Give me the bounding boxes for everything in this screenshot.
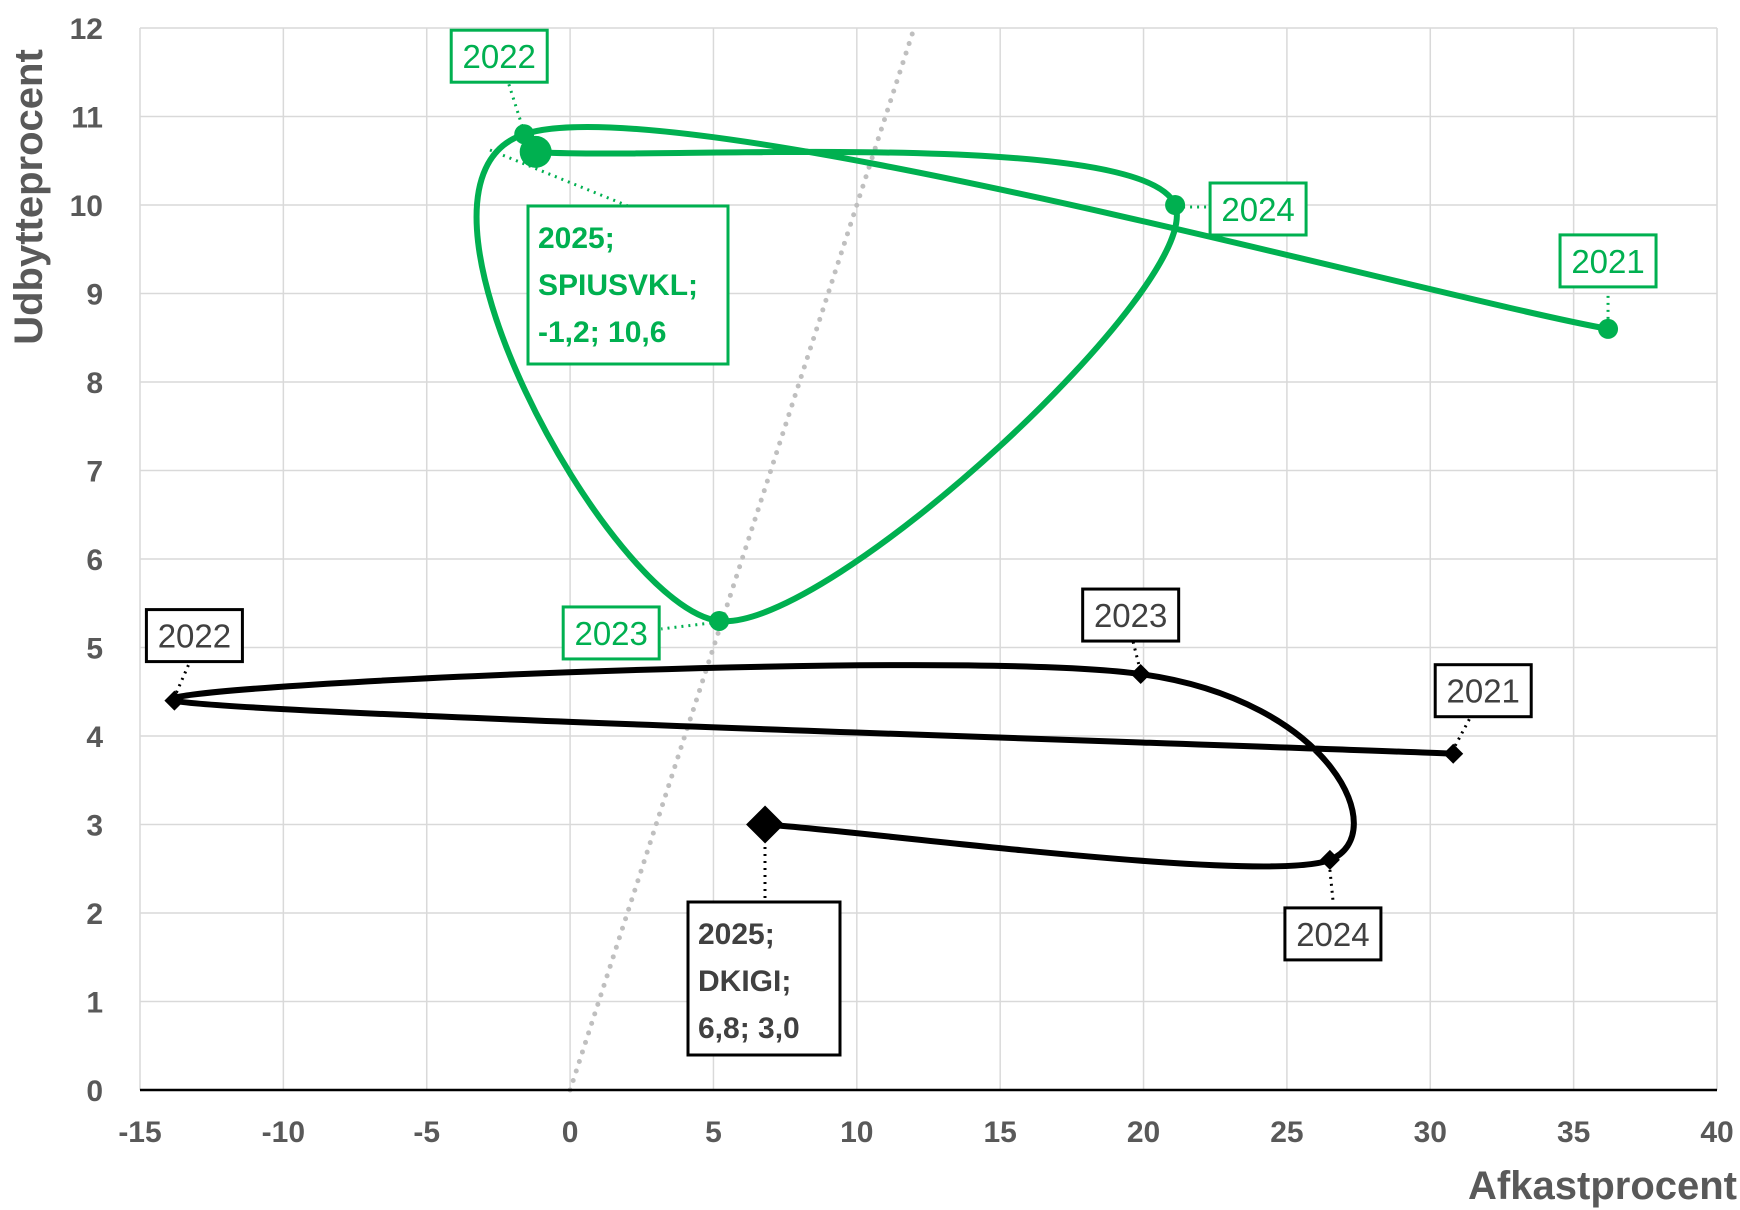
x-tick-label: 35 <box>1557 1116 1590 1149</box>
data-point <box>1443 743 1464 764</box>
data-label: 2022 <box>158 618 231 655</box>
data-label: SPIUSVKL; <box>538 269 698 302</box>
data-label: 2021 <box>1447 673 1520 710</box>
data-label-box <box>144 608 244 664</box>
y-tick-label: 4 <box>86 721 103 754</box>
y-tick-label: 7 <box>86 456 103 489</box>
label-leader-line <box>175 659 192 694</box>
y-tick-label: 0 <box>86 1075 103 1108</box>
data-label: DKIGI; <box>698 965 791 998</box>
y-tick-label: 1 <box>86 987 103 1020</box>
y-tick-label: 9 <box>86 279 103 312</box>
x-tick-label: 30 <box>1414 1116 1447 1149</box>
series <box>164 124 1619 870</box>
series-line <box>473 124 1609 624</box>
diagonal-reference-line <box>567 25 917 1093</box>
y-tick-label: 5 <box>86 633 103 666</box>
x-tick-label: 5 <box>705 1116 722 1149</box>
x-tick-label: 15 <box>983 1116 1016 1149</box>
data-point <box>164 690 185 711</box>
data-label: 2022 <box>463 38 536 75</box>
series-line <box>169 662 1454 870</box>
data-label-box <box>1283 906 1383 962</box>
data-label-box <box>686 900 842 1057</box>
data-point <box>709 610 730 631</box>
data-label-box <box>1558 233 1658 289</box>
data-point <box>1598 318 1619 339</box>
data-label-box <box>526 204 730 366</box>
y-axis-title: Udbytteprocent <box>7 49 51 345</box>
x-axis-title: Afkastprocent <box>1468 1164 1737 1208</box>
data-label: 2021 <box>1571 243 1644 280</box>
data-label: 6,8; 3,0 <box>698 1012 800 1045</box>
y-tick-label: 8 <box>86 367 103 400</box>
data-point <box>519 135 552 168</box>
data-label-box <box>561 605 661 661</box>
x-tick-label: 0 <box>562 1116 579 1149</box>
x-tick-label: 10 <box>840 1116 873 1149</box>
y-tick-label: 3 <box>86 810 103 843</box>
x-tick-label: 40 <box>1700 1116 1733 1149</box>
data-labels: 2021 2022 2023 2024 2025; SPIUSVKL; -1,2; 10,6… <box>144 28 1658 1057</box>
x-tick-label: -15 <box>118 1116 161 1149</box>
label-leader-line <box>661 621 712 631</box>
data-label-box <box>1433 663 1533 719</box>
label-leader-line <box>489 148 629 208</box>
data-point <box>1130 664 1151 685</box>
data-point <box>746 805 785 844</box>
data-label-box <box>1081 587 1181 643</box>
data-label: 2023 <box>574 615 647 652</box>
data-label: -1,2; 10,6 <box>538 316 666 349</box>
data-label: 2024 <box>1296 916 1369 953</box>
x-tick-label: 25 <box>1270 1116 1303 1149</box>
label-leader-line <box>1131 639 1141 665</box>
y-tick-label: 6 <box>86 544 103 577</box>
y-tick-label: 10 <box>70 190 103 223</box>
y-tick-label: 12 <box>70 13 103 46</box>
data-label-box <box>1208 181 1308 237</box>
y-tick-label: 11 <box>71 102 103 135</box>
reference-line <box>567 25 917 1093</box>
x-tick-label: -10 <box>262 1116 305 1149</box>
data-label: 2024 <box>1221 191 1294 228</box>
x-tick-label: 20 <box>1127 1116 1160 1149</box>
label-leader-line <box>506 81 524 127</box>
data-point <box>1165 195 1186 215</box>
data-label-box <box>449 28 549 84</box>
data-label: 2025; <box>538 222 615 255</box>
y-tick-label: 2 <box>86 898 103 931</box>
x-tick-label: -5 <box>413 1116 440 1149</box>
label-leader-line <box>1328 869 1335 901</box>
label-leader-line <box>1453 714 1473 747</box>
data-label: 2023 <box>1094 597 1167 634</box>
data-point <box>1319 849 1340 870</box>
data-label: 2025; <box>698 918 775 951</box>
grid <box>139 27 1718 1090</box>
